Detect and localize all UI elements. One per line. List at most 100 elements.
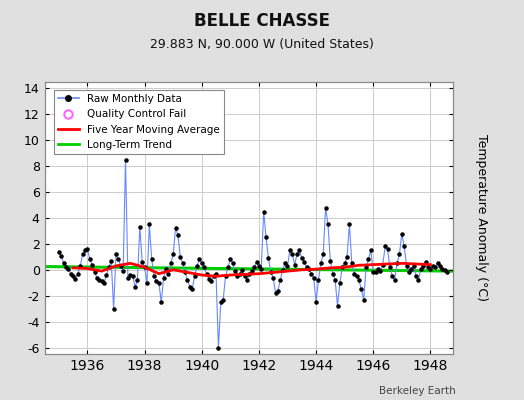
Point [245, 270, 254, 277]
Point [410, 263, 418, 269]
Point [133, 277, 141, 283]
Point [402, 263, 411, 269]
Point [236, 270, 244, 277]
Point [159, 274, 168, 281]
Point [326, 258, 334, 264]
Point [333, 303, 342, 309]
Point [205, 276, 213, 282]
Point [81, 247, 89, 254]
Point [107, 258, 115, 264]
Point [67, 270, 75, 277]
Point [152, 278, 161, 285]
Point [372, 269, 380, 276]
Point [198, 260, 206, 266]
Point [376, 268, 385, 274]
Point [193, 263, 201, 269]
Point [288, 251, 297, 258]
Point [276, 277, 285, 283]
Point [321, 204, 330, 211]
Point [179, 260, 187, 266]
Point [100, 280, 108, 286]
Point [324, 221, 332, 228]
Point [433, 260, 442, 266]
Point [122, 156, 130, 163]
Point [336, 280, 344, 286]
Point [112, 251, 120, 258]
Point [116, 263, 125, 269]
Point [238, 267, 246, 273]
Point [357, 286, 366, 292]
Point [421, 259, 430, 265]
Point [207, 278, 215, 285]
Point [119, 268, 127, 274]
Point [247, 268, 256, 274]
Point [185, 284, 194, 290]
Point [250, 264, 258, 270]
Point [345, 221, 354, 228]
Point [169, 251, 177, 258]
Point [59, 260, 68, 266]
Point [412, 273, 420, 280]
Point [228, 260, 237, 266]
Point [210, 273, 218, 280]
Point [200, 264, 209, 270]
Point [281, 260, 289, 266]
Y-axis label: Temperature Anomaly (°C): Temperature Anomaly (°C) [475, 134, 488, 302]
Point [164, 270, 172, 277]
Point [274, 287, 282, 294]
Point [226, 256, 235, 263]
Point [174, 232, 182, 238]
Point [293, 251, 301, 258]
Point [381, 243, 389, 250]
Point [150, 273, 158, 280]
Point [212, 270, 220, 277]
Point [400, 243, 408, 250]
Point [390, 277, 399, 283]
Point [85, 256, 94, 263]
Point [329, 270, 337, 277]
Point [264, 255, 272, 261]
Point [83, 246, 92, 252]
Point [202, 270, 211, 277]
Point [259, 208, 268, 215]
Point [438, 265, 446, 272]
Point [307, 270, 315, 277]
Point [298, 255, 306, 261]
Point [69, 273, 78, 280]
Point [312, 299, 320, 305]
Point [143, 280, 151, 286]
Point [314, 277, 323, 283]
Text: Berkeley Earth: Berkeley Earth [379, 386, 456, 396]
Point [253, 259, 261, 265]
Point [110, 306, 118, 312]
Point [71, 276, 80, 282]
Point [105, 264, 113, 270]
Point [429, 263, 437, 269]
Point [441, 267, 449, 273]
Point [148, 256, 156, 263]
Point [157, 299, 166, 305]
Point [367, 247, 375, 254]
Point [384, 246, 392, 252]
Point [350, 270, 358, 277]
Point [426, 265, 434, 272]
Point [93, 274, 101, 281]
Point [145, 221, 154, 228]
Point [167, 260, 175, 266]
Point [378, 262, 387, 268]
Point [190, 273, 199, 280]
Point [405, 269, 413, 276]
Point [97, 278, 106, 285]
Point [74, 270, 82, 277]
Point [395, 251, 403, 258]
Point [341, 260, 349, 266]
Point [407, 265, 416, 272]
Point [181, 269, 189, 276]
Point [302, 264, 311, 270]
Point [369, 269, 377, 276]
Legend: Raw Monthly Data, Quality Control Fail, Five Year Moving Average, Long-Term Tren: Raw Monthly Data, Quality Control Fail, … [54, 90, 224, 154]
Point [331, 277, 340, 283]
Point [64, 265, 72, 272]
Text: BELLE CHASSE: BELLE CHASSE [194, 12, 330, 30]
Point [374, 265, 382, 272]
